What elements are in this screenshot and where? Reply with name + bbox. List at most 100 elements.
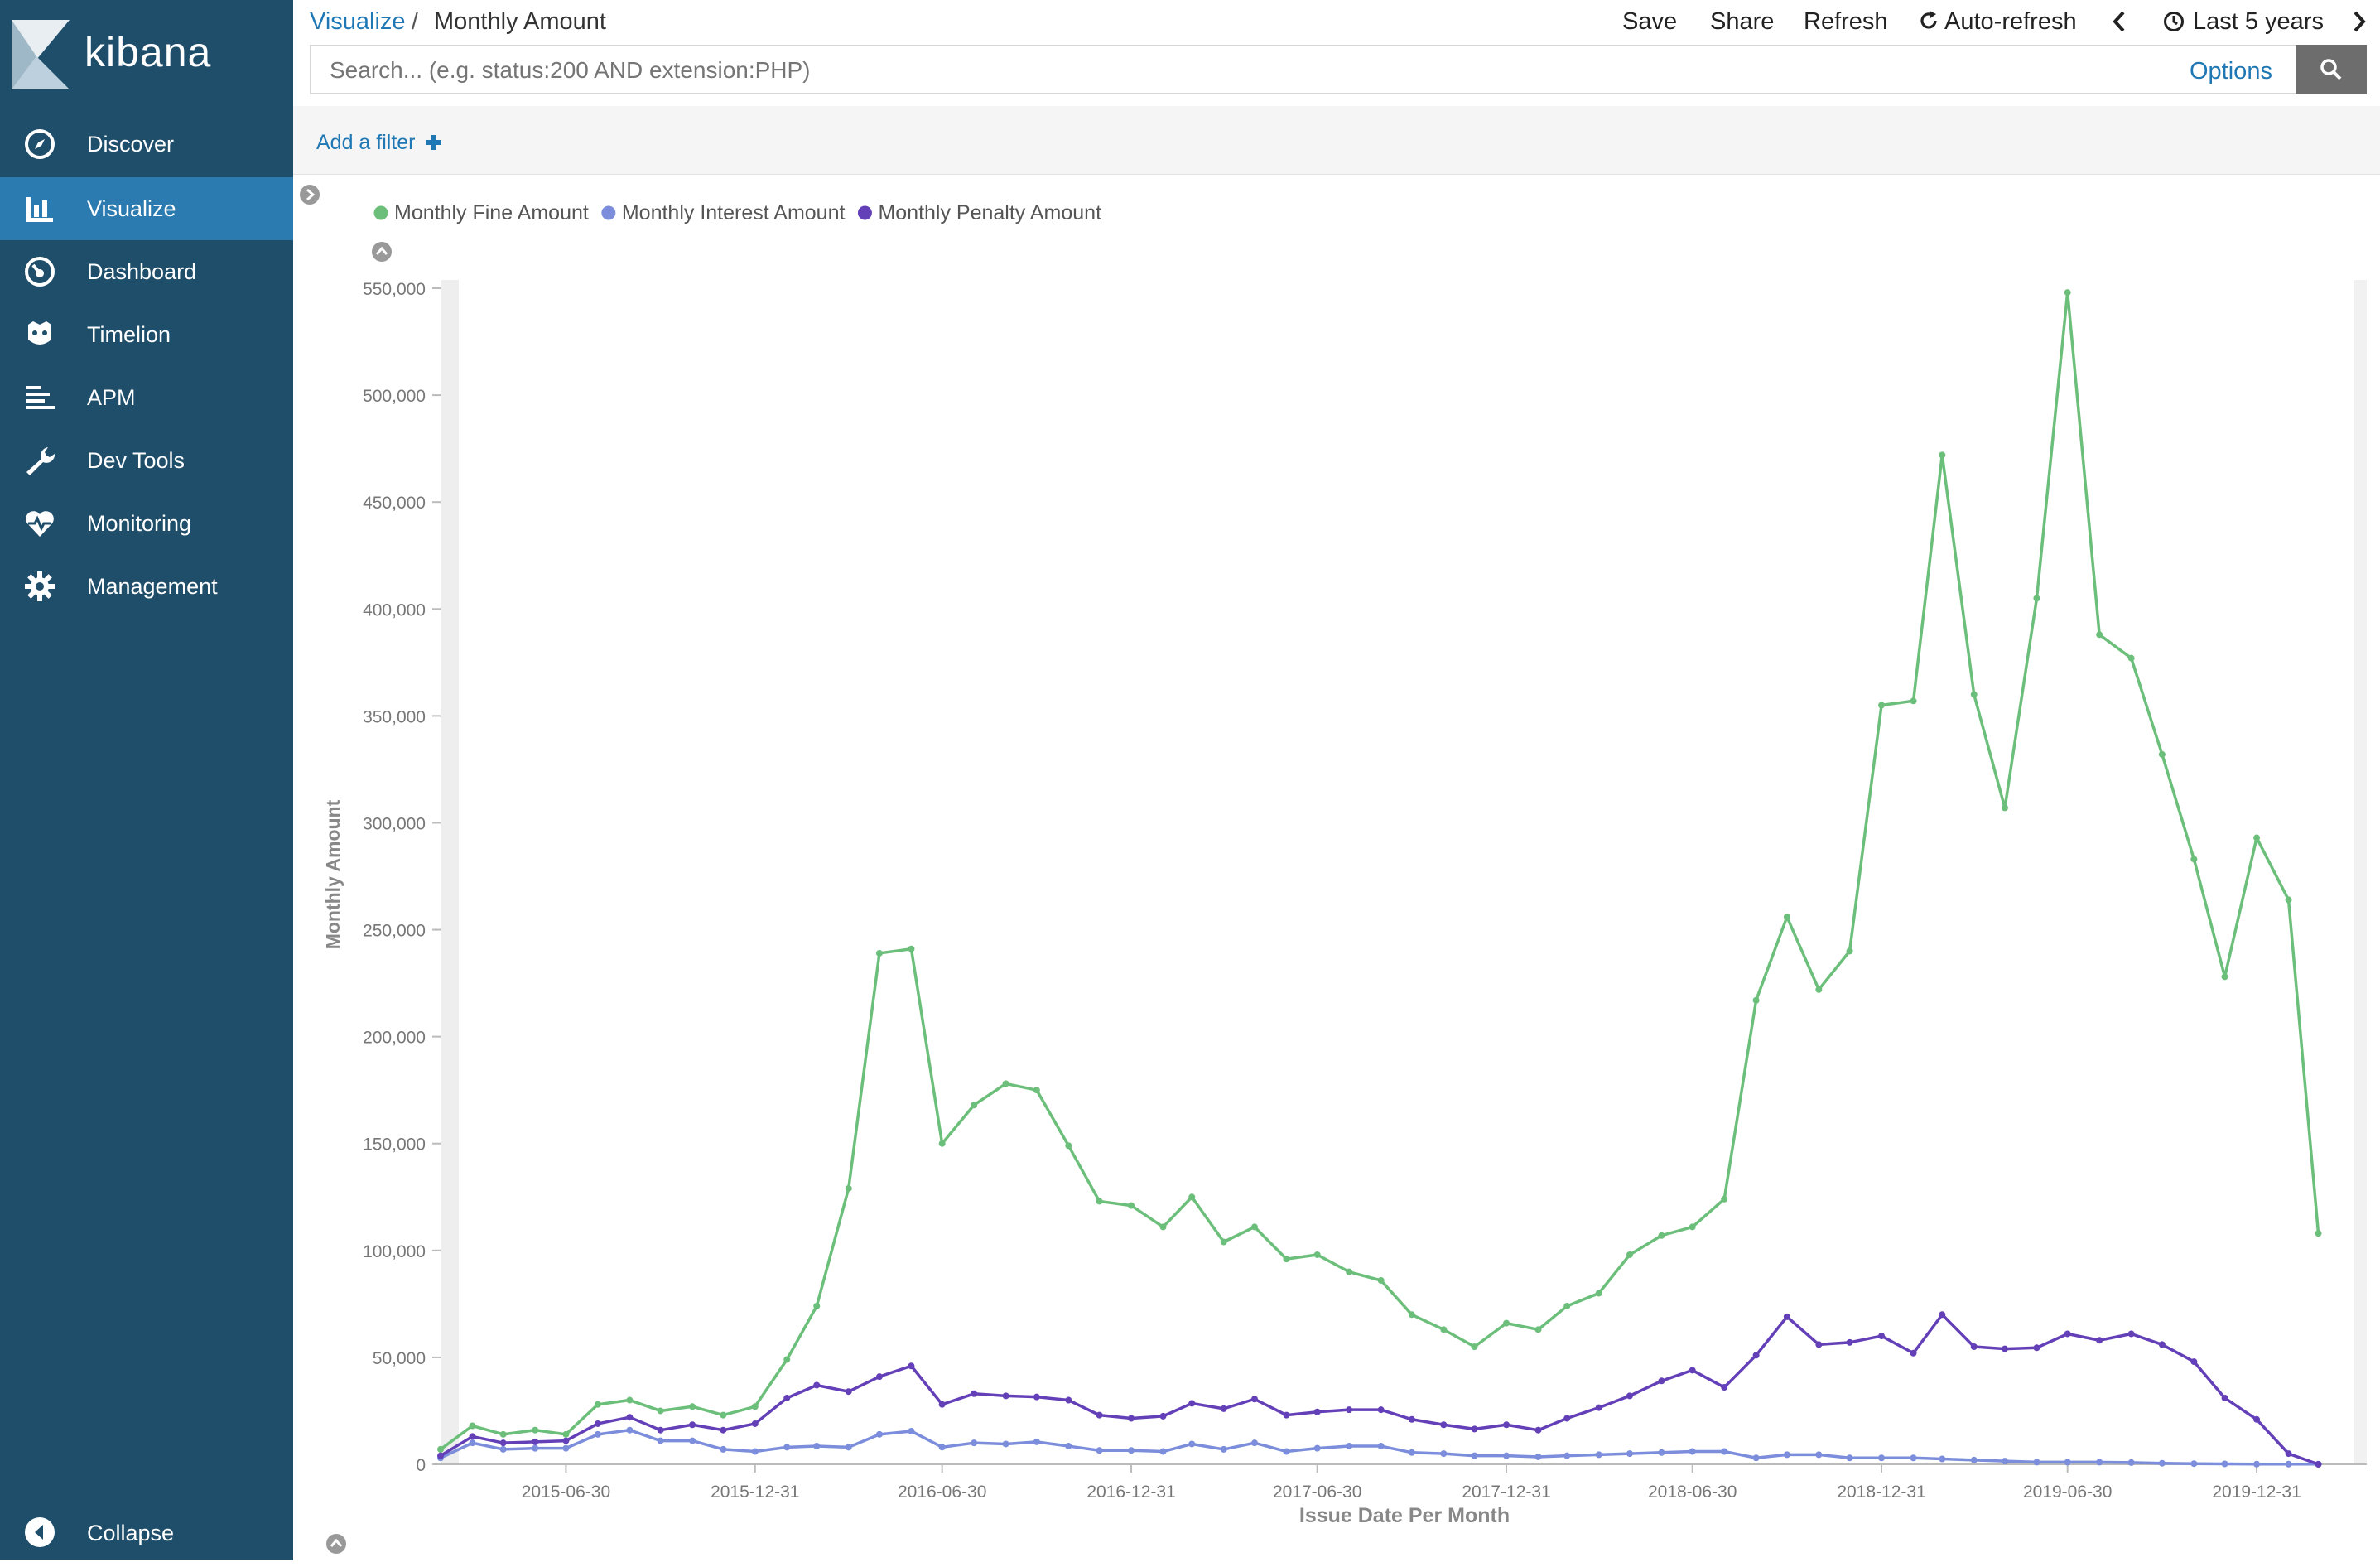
data-point[interactable] xyxy=(751,1448,759,1455)
data-point[interactable] xyxy=(1783,1451,1790,1459)
data-point[interactable] xyxy=(1065,1142,1072,1150)
data-point[interactable] xyxy=(2127,1459,2135,1466)
data-point[interactable] xyxy=(1970,1456,1978,1463)
data-point[interactable] xyxy=(1220,1238,1227,1246)
data-point[interactable] xyxy=(1188,1440,1196,1448)
data-point[interactable] xyxy=(1471,1343,1478,1350)
data-point[interactable] xyxy=(626,1426,634,1434)
add-filter-button[interactable]: Add a filter xyxy=(316,131,442,155)
data-point[interactable] xyxy=(1188,1193,1196,1201)
data-point[interactable] xyxy=(1815,1451,1823,1459)
data-point[interactable] xyxy=(2001,1345,2008,1352)
data-point[interactable] xyxy=(1752,1352,1760,1359)
data-point[interactable] xyxy=(2033,1459,2040,1466)
data-point[interactable] xyxy=(1377,1406,1385,1414)
data-point[interactable] xyxy=(2285,1450,2292,1458)
data-point[interactable] xyxy=(1563,1415,1571,1422)
sidebar-toggle-button[interactable] xyxy=(300,185,320,205)
data-point[interactable] xyxy=(1408,1449,1415,1456)
data-point[interactable] xyxy=(1283,1411,1290,1419)
data-point[interactable] xyxy=(2064,289,2071,297)
data-point[interactable] xyxy=(1346,1443,1353,1450)
data-point[interactable] xyxy=(783,1444,791,1451)
data-point[interactable] xyxy=(1313,1408,1321,1415)
data-point[interactable] xyxy=(908,1427,915,1434)
data-point[interactable] xyxy=(1503,1319,1510,1327)
data-point[interactable] xyxy=(1626,1450,1633,1458)
data-point[interactable] xyxy=(1220,1405,1227,1412)
data-point[interactable] xyxy=(2033,1344,2040,1352)
sidebar-item-dashboard[interactable]: Dashboard xyxy=(0,240,293,303)
data-point[interactable] xyxy=(1783,914,1790,921)
data-point[interactable] xyxy=(2253,834,2261,841)
data-point[interactable] xyxy=(2033,595,2040,602)
data-point[interactable] xyxy=(499,1430,507,1438)
legend-item[interactable]: Monthly Penalty Amount xyxy=(857,201,1101,224)
data-point[interactable] xyxy=(1128,1202,1135,1209)
data-point[interactable] xyxy=(1721,1195,1728,1203)
data-point[interactable] xyxy=(2158,1341,2166,1348)
data-point[interactable] xyxy=(1534,1326,1542,1333)
data-point[interactable] xyxy=(1970,691,1978,698)
data-point[interactable] xyxy=(437,1445,444,1453)
time-range-button[interactable]: Last 5 years xyxy=(2193,8,2324,35)
data-point[interactable] xyxy=(720,1445,727,1453)
data-point[interactable] xyxy=(1250,1223,1258,1231)
data-point[interactable] xyxy=(2001,804,2008,812)
data-point[interactable] xyxy=(469,1433,476,1440)
legend-toggle-button[interactable] xyxy=(372,242,392,262)
data-point[interactable] xyxy=(875,949,883,957)
collapse-button[interactable]: Collapse xyxy=(0,1504,293,1567)
data-point[interactable] xyxy=(938,1401,946,1408)
data-point[interactable] xyxy=(875,1430,883,1438)
data-point[interactable] xyxy=(1346,1406,1353,1414)
data-point[interactable] xyxy=(2285,896,2292,904)
data-point[interactable] xyxy=(1096,1447,1103,1454)
data-point[interactable] xyxy=(1283,1448,1290,1455)
data-point[interactable] xyxy=(689,1403,696,1410)
data-point[interactable] xyxy=(1689,1448,1696,1455)
data-point[interactable] xyxy=(2064,1330,2071,1338)
data-point[interactable] xyxy=(1159,1412,1167,1420)
data-point[interactable] xyxy=(1689,1223,1696,1231)
data-point[interactable] xyxy=(1939,1311,1946,1319)
data-point[interactable] xyxy=(562,1437,570,1444)
data-point[interactable] xyxy=(1033,1393,1040,1401)
data-point[interactable] xyxy=(689,1421,696,1429)
data-point[interactable] xyxy=(2190,1358,2198,1366)
data-point[interactable] xyxy=(1377,1443,1385,1450)
data-point[interactable] xyxy=(751,1403,759,1410)
data-point[interactable] xyxy=(1939,451,1946,459)
data-point[interactable] xyxy=(437,1452,444,1459)
data-point[interactable] xyxy=(1283,1256,1290,1263)
sidebar-item-management[interactable]: Management xyxy=(0,555,293,618)
data-point[interactable] xyxy=(1658,1377,1665,1385)
data-point[interactable] xyxy=(720,1411,727,1419)
data-point[interactable] xyxy=(499,1445,507,1453)
data-point[interactable] xyxy=(1471,1452,1478,1459)
data-point[interactable] xyxy=(594,1401,601,1408)
data-point[interactable] xyxy=(751,1420,759,1427)
data-point[interactable] xyxy=(2315,1461,2322,1468)
chevron-right-icon[interactable] xyxy=(2350,10,2368,33)
data-point[interactable] xyxy=(1658,1232,1665,1239)
data-point[interactable] xyxy=(1096,1198,1103,1205)
data-point[interactable] xyxy=(2158,750,2166,758)
data-point[interactable] xyxy=(1002,1080,1009,1087)
data-point[interactable] xyxy=(1033,1087,1040,1094)
data-point[interactable] xyxy=(1878,1454,1886,1462)
data-point[interactable] xyxy=(845,1388,852,1396)
data-point[interactable] xyxy=(1534,1453,1542,1460)
legend-item[interactable]: Monthly Interest Amount xyxy=(601,201,845,224)
data-point[interactable] xyxy=(594,1420,601,1427)
data-point[interactable] xyxy=(1159,1223,1167,1231)
search-button[interactable] xyxy=(2296,45,2367,94)
data-point[interactable] xyxy=(971,1102,978,1109)
data-point[interactable] xyxy=(657,1407,664,1415)
sidebar-item-monitoring[interactable]: Monitoring xyxy=(0,492,293,555)
data-point[interactable] xyxy=(971,1390,978,1397)
data-point[interactable] xyxy=(532,1426,539,1434)
data-point[interactable] xyxy=(1250,1396,1258,1403)
data-point[interactable] xyxy=(1128,1415,1135,1422)
data-point[interactable] xyxy=(1939,1455,1946,1463)
